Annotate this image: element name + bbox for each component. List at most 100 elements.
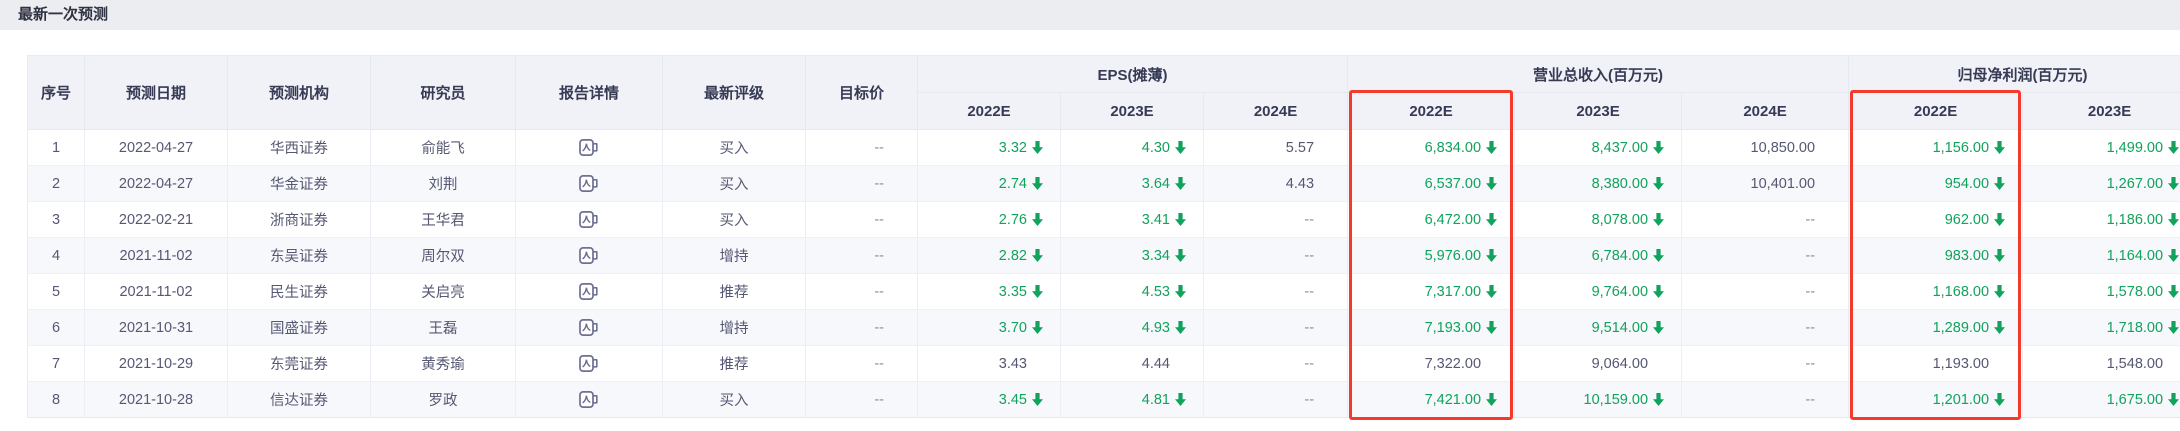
down-arrow-icon xyxy=(1175,141,1186,154)
cell-revenue-2023E: 8,380.00 xyxy=(1514,165,1683,202)
value: 9,514.00 xyxy=(1591,319,1649,336)
down-arrow-icon xyxy=(1653,141,1665,154)
cell-revenue-2023E: 10,159.00 xyxy=(1514,381,1683,418)
cell-org: 信达证券 xyxy=(227,381,371,418)
value: 2.74 xyxy=(998,175,1027,192)
empty-arrow-slot xyxy=(889,357,905,370)
down-arrow-slot xyxy=(2168,141,2180,154)
value: -- xyxy=(1805,283,1816,300)
cell-rating: 买入 xyxy=(662,201,806,238)
year-header-eps-2024E: 2024E xyxy=(1203,92,1349,130)
cell-eps-2022E: 2.74 xyxy=(917,165,1061,202)
column-header-date: 预测日期 xyxy=(84,55,228,130)
pdf-report-icon[interactable] xyxy=(579,283,599,300)
empty-arrow-slot xyxy=(1820,177,1836,190)
down-arrow-icon xyxy=(1032,177,1043,190)
down-arrow-slot xyxy=(1486,141,1502,154)
cell-profit-2023E: 1,718.00 xyxy=(2022,309,2180,346)
empty-arrow-slot xyxy=(1319,177,1335,190)
section-title: 最新一次预测 xyxy=(18,6,109,23)
empty-arrow-slot xyxy=(1820,393,1836,406)
down-arrow-slot xyxy=(2168,285,2180,298)
cell-eps-2024E: -- xyxy=(1203,345,1349,382)
down-arrow-slot xyxy=(1486,213,1502,226)
cell-seq: 4 xyxy=(27,237,85,274)
cell-researcher: 罗政 xyxy=(370,381,516,418)
year-header-revenue-2022E: 2022E xyxy=(1347,92,1516,130)
cell-revenue-2022E: 7,322.00 xyxy=(1347,345,1516,382)
cell-revenue-2022E: 6,537.00 xyxy=(1347,165,1516,202)
value: 1,499.00 xyxy=(2106,139,2164,156)
cell-eps-2023E: 3.34 xyxy=(1060,237,1204,274)
value: 2.76 xyxy=(998,211,1027,228)
year-header-profit-2022E: 2022E xyxy=(1848,92,2024,130)
value: 3.41 xyxy=(1141,211,1170,228)
pdf-report-icon[interactable] xyxy=(579,391,599,408)
value: 3.34 xyxy=(1141,247,1170,264)
pdf-report-icon[interactable] xyxy=(579,247,599,264)
table-row: 6 2021-10-31 国盛证券 王磊 增持 -- 3.70 4.93 -- 7,193.00 9… xyxy=(27,309,2180,346)
value: -- xyxy=(1805,355,1816,372)
cell-revenue-2023E: 6,784.00 xyxy=(1514,237,1683,274)
value: 3.45 xyxy=(998,391,1027,408)
value: -- xyxy=(874,319,884,336)
cell-profit-2022E: 1,201.00 xyxy=(1848,381,2024,418)
empty-arrow-slot xyxy=(1319,285,1335,298)
year-header-profit-2023E: 2023E xyxy=(2022,92,2180,130)
forecast-table: 序号 预测日期 预测机构 研究员 报告详情 最新评级 目标价 EPS(摊薄) 营业总收入(百万元… xyxy=(27,55,2180,418)
down-arrow-icon xyxy=(1175,249,1186,262)
empty-arrow-slot xyxy=(1820,141,1836,154)
cell-profit-2023E: 1,267.00 xyxy=(2022,165,2180,202)
cell-eps-2023E: 4.53 xyxy=(1060,273,1204,310)
cell-eps-2024E: 5.57 xyxy=(1203,129,1349,166)
value: 962.00 xyxy=(1944,211,1990,228)
cell-profit-2022E: 1,156.00 xyxy=(1848,129,2024,166)
cell-revenue-2023E: 9,064.00 xyxy=(1514,345,1683,382)
table-row: 8 2021-10-28 信达证券 罗政 买入 -- 3.45 4.81 -- 7,421.00 1… xyxy=(27,381,2180,418)
value: 7,322.00 xyxy=(1424,355,1482,372)
cell-target-price: -- xyxy=(805,309,918,346)
down-arrow-slot xyxy=(1653,249,1669,262)
down-arrow-slot xyxy=(1994,285,2010,298)
cell-eps-2022E: 2.82 xyxy=(917,237,1061,274)
cell-eps-2022E: 3.70 xyxy=(917,309,1061,346)
down-arrow-icon xyxy=(1175,285,1186,298)
cell-revenue-2024E: 10,401.00 xyxy=(1681,165,1850,202)
empty-arrow-slot xyxy=(1032,357,1048,370)
group-header-eps: EPS(摊薄) xyxy=(917,55,1349,93)
empty-arrow-slot xyxy=(1820,285,1836,298)
value: 1,578.00 xyxy=(2106,283,2164,300)
down-arrow-icon xyxy=(1175,321,1186,334)
down-arrow-icon xyxy=(2168,177,2180,190)
pdf-report-icon[interactable] xyxy=(579,139,599,156)
empty-arrow-slot xyxy=(1175,357,1191,370)
pdf-report-icon[interactable] xyxy=(579,355,599,372)
pdf-report-icon[interactable] xyxy=(579,175,599,192)
value: 4.30 xyxy=(1141,139,1170,156)
table-row: 5 2021-11-02 民生证券 关启亮 推荐 -- 3.35 4.53 -- 7,317.00… xyxy=(27,273,2180,310)
down-arrow-slot xyxy=(1175,177,1191,190)
pdf-report-icon[interactable] xyxy=(579,319,599,336)
cell-eps-2022E: 2.76 xyxy=(917,201,1061,238)
down-arrow-icon xyxy=(2168,213,2180,226)
group-header-profit: 归母净利润(百万元) xyxy=(1848,55,2180,93)
cell-eps-2024E: -- xyxy=(1203,273,1349,310)
down-arrow-icon xyxy=(1032,249,1043,262)
down-arrow-icon xyxy=(1486,249,1498,262)
pdf-report-icon[interactable] xyxy=(579,211,599,228)
value: 4.81 xyxy=(1141,391,1170,408)
cell-eps-2024E: -- xyxy=(1203,201,1349,238)
value: 7,421.00 xyxy=(1424,391,1482,408)
value: 8,437.00 xyxy=(1591,139,1649,156)
cell-report xyxy=(515,165,663,202)
empty-arrow-slot xyxy=(1319,357,1335,370)
down-arrow-slot xyxy=(1653,213,1669,226)
down-arrow-slot xyxy=(1653,177,1669,190)
down-arrow-slot xyxy=(2168,213,2180,226)
table-row: 3 2022-02-21 浙商证券 王华君 买入 -- 2.76 3.41 -- 6,472.00… xyxy=(27,201,2180,238)
table-head: 序号 预测日期 预测机构 研究员 报告详情 最新评级 目标价 EPS(摊薄) 营业总收入(百万元… xyxy=(27,55,2180,130)
value: 1,718.00 xyxy=(2106,319,2164,336)
table-row: 7 2021-10-29 东莞证券 黄秀瑜 推荐 -- 3.43 4.44 -- 7,322.00… xyxy=(27,345,2180,382)
cell-eps-2022E: 3.43 xyxy=(917,345,1061,382)
down-arrow-icon xyxy=(1994,249,2006,262)
